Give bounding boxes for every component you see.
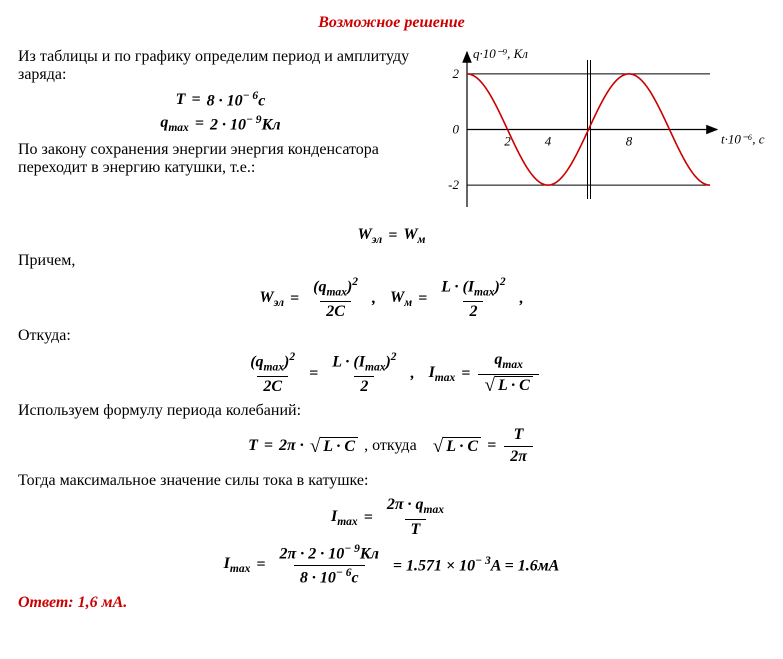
Wel-frac: (qmax)2 2C [307,276,364,321]
Wel-lhs: Wэл [259,289,284,309]
eq-sign: = [487,437,496,455]
chart-container: -2 0 2 2 4 8 q·10⁻⁹, Кл t·10⁻⁶, с [435,42,765,222]
eq-sign: = [195,115,204,133]
result: = 1.571 × 10− 3A = 1.6мА [393,555,559,575]
answer-line: Ответ: 1,6 мА. [18,594,765,612]
Wm-frac: L · (Imax)2 2 [435,276,511,321]
oscillation-chart: -2 0 2 2 4 8 q·10⁻⁹, Кл t·10⁻⁶, с [435,42,765,217]
paragraph-2: По закону сохранения энергии энергия кон… [18,141,423,177]
numeric-frac: 2π · 2 · 10− 9Кл 8 · 10− 6с [274,543,385,587]
svg-text:2: 2 [453,66,460,81]
equation-qmax: qmax = 2 · 10− 9Кл [18,114,423,134]
Imax-lhs: Imax [429,364,456,384]
comma: , [411,365,423,383]
svg-text:t·10⁻⁶, с: t·10⁻⁶, с [721,132,765,147]
Imax-lhs: Imax [331,508,358,528]
top-row: Из таблицы и по графику определим период… [18,42,765,222]
T-var: T [176,91,186,109]
eq-sign: = [418,290,427,308]
comma: , [520,290,524,308]
q-var: qmax [160,114,188,134]
equation-Imax-formula: Imax = 2π · qmax T [18,496,765,539]
eq-sign: = [364,509,373,527]
svg-text:2: 2 [504,134,511,149]
paragraph-5: Используем формулу периода колебаний: [18,402,765,420]
paragraph-6: Тогда максимальное значение силы тока в … [18,472,765,490]
twopi: 2π · [279,437,304,455]
svg-text:0: 0 [453,122,460,137]
Imax-lhs: Imax [224,555,251,575]
lhs-frac: (qmax)2 2C [244,351,301,396]
answer-label: Ответ: [18,594,78,611]
svg-text:-2: -2 [448,177,459,192]
T-var: T [248,437,258,455]
equation-period: T = 2π · √L · C , откуда √L · C = T 2π [18,426,765,466]
sqrt-LC: √L · C [310,437,358,456]
comma: , [372,290,384,308]
eq-sign: = [290,290,299,308]
T-coeff: 8 · 10− 6с [207,90,266,110]
equation-derive-Imax: (qmax)2 2C = L · (Imax)2 2 , Imax = qmax… [18,351,765,396]
q-val: 2 · 10− 9Кл [210,114,281,134]
svg-text:4: 4 [545,134,552,149]
T-over-2pi: T 2π [504,426,533,466]
svg-text:q·10⁻⁹, Кл: q·10⁻⁹, Кл [473,46,528,61]
equation-Wel-eq-Wm: Wэл = Wм [18,226,765,246]
eq-sign: = [264,437,273,455]
mid-text: , откуда [364,437,417,455]
equation-T: T = 8 · 10− 6с [18,90,423,110]
equation-Imax-numeric: Imax = 2π · 2 · 10− 9Кл 8 · 10− 6с = 1.5… [18,543,765,587]
Wel: Wэл [358,226,383,246]
svg-text:8: 8 [626,134,633,149]
Imax-frac: qmax √L · C [478,351,538,396]
paragraph-3: Причем, [18,252,765,270]
left-column: Из таблицы и по графику определим период… [18,42,423,222]
Wm: Wм [403,226,425,246]
equation-energies: Wэл = (qmax)2 2C , Wм = L · (Imax)2 2 , [18,276,765,321]
rhs-frac: L · (Imax)2 2 [326,351,402,396]
page-title: Возможное решение [18,14,765,32]
paragraph-4: Откуда: [18,327,765,345]
eq-sign: = [388,227,397,245]
eq-sign: = [309,365,318,383]
eq-sign: = [191,91,200,109]
answer-value: 1,6 мА. [78,594,128,611]
Imax-frac: 2π · qmax T [381,496,450,539]
sqrt-LC-2: √L · C [433,437,481,456]
paragraph-1: Из таблицы и по графику определим период… [18,48,423,84]
eq-sign: = [256,556,265,574]
Wm-lhs: Wм [390,289,412,309]
eq-sign: = [461,365,470,383]
